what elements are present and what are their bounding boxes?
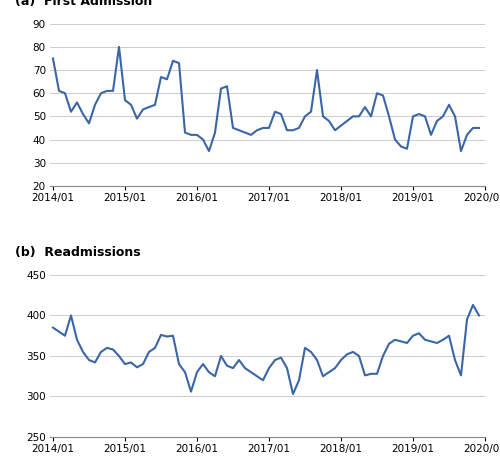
Text: (a)  First Admission: (a) First Admission (15, 0, 152, 8)
Text: (b)  Readmissions: (b) Readmissions (15, 246, 141, 259)
